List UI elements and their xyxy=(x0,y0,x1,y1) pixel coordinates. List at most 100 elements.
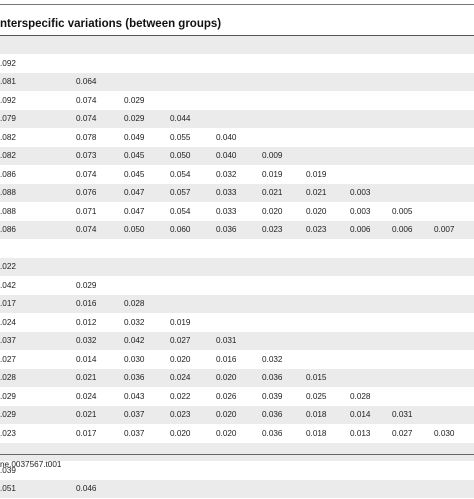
table-row: .017 0.016 0.028 xyxy=(0,294,474,314)
table-cell: .037 xyxy=(0,331,76,351)
table-cell xyxy=(434,146,474,166)
table-row: .086 0.074 0.045 0.054 0.032 0.019 0.019 xyxy=(0,165,474,184)
table-cell xyxy=(306,109,350,129)
table-cell xyxy=(306,239,350,258)
table-cell xyxy=(216,54,262,73)
table-cell: .088 xyxy=(0,183,76,203)
table-cell xyxy=(350,461,392,480)
table-cell: .086 xyxy=(0,165,76,184)
table-cell xyxy=(434,461,474,480)
table-cell xyxy=(434,276,474,295)
table-cell xyxy=(306,36,350,55)
table-cell: 0.043 xyxy=(124,387,170,406)
table-cell xyxy=(262,36,306,55)
table-cell: .022 xyxy=(0,257,76,277)
table-cell xyxy=(76,442,124,462)
table-cell xyxy=(216,442,262,462)
table-cell: 0.020 xyxy=(170,424,216,443)
table-cell: 0.023 xyxy=(170,405,216,425)
table-cell: 0.073 xyxy=(76,146,124,166)
table-cell: 0.022 xyxy=(170,387,216,406)
table-cell xyxy=(392,91,434,110)
table-cell: 0.003 xyxy=(350,183,392,203)
table-cell xyxy=(262,331,306,351)
table-cell: 0.030 xyxy=(124,350,170,369)
table-cell: 0.037 xyxy=(124,424,170,443)
table-cell xyxy=(392,128,434,147)
table-cell xyxy=(434,368,474,388)
table-cell xyxy=(434,183,474,203)
table-cell: 0.039 xyxy=(262,387,306,406)
table-cell: 0.026 xyxy=(216,387,262,406)
table-cell xyxy=(350,479,392,499)
table-row: .029 0.024 0.043 0.022 0.026 0.039 0.025 0.028 xyxy=(0,387,474,406)
table-cell xyxy=(350,276,392,295)
table-cell xyxy=(170,461,216,480)
table-cell: 0.074 xyxy=(76,91,124,110)
table-cell xyxy=(306,442,350,462)
table-cell: 0.013 xyxy=(350,424,392,443)
table-cell xyxy=(216,294,262,314)
table-cell xyxy=(350,91,392,110)
table-cell xyxy=(392,257,434,277)
table-cell xyxy=(170,91,216,110)
table-cell xyxy=(170,257,216,277)
table-cell xyxy=(434,350,474,369)
table-cell: 0.049 xyxy=(124,128,170,147)
table-cell: 0.033 xyxy=(216,202,262,221)
table-cell: 0.024 xyxy=(170,368,216,388)
table-cell: .079 xyxy=(0,109,76,129)
table-cell: 0.014 xyxy=(350,405,392,425)
table-row xyxy=(0,239,474,258)
table-bottom-rule xyxy=(0,454,474,455)
table-cell: .027 xyxy=(0,350,76,369)
table-cell: 0.074 xyxy=(76,109,124,129)
column-group-heading: nterspecific variations (between groups) xyxy=(0,18,222,30)
table-cell xyxy=(170,442,216,462)
table-row xyxy=(0,36,474,55)
table-cell xyxy=(124,54,170,73)
table-cell xyxy=(170,54,216,73)
table-cell xyxy=(124,239,170,258)
table-cell xyxy=(216,109,262,129)
table-cell xyxy=(306,294,350,314)
table-row: .042 0.029 xyxy=(0,276,474,295)
table-cell: 0.030 xyxy=(434,424,474,443)
table-cell xyxy=(216,461,262,480)
table-cell xyxy=(350,313,392,332)
header-rule xyxy=(0,35,474,36)
table-cell xyxy=(216,36,262,55)
table-cell xyxy=(0,36,76,55)
table-cell: 0.037 xyxy=(124,405,170,425)
table-cell xyxy=(392,54,434,73)
table-cell xyxy=(392,276,434,295)
table-cell: 0.036 xyxy=(262,424,306,443)
table-cell xyxy=(350,146,392,166)
table-cell: 0.046 xyxy=(76,479,124,499)
table-cell: 0.021 xyxy=(262,183,306,203)
table-cell: 0.015 xyxy=(306,368,350,388)
table-cell: 0.020 xyxy=(216,424,262,443)
table-row: .088 0.076 0.047 0.057 0.033 0.021 0.021 0.003 xyxy=(0,183,474,203)
table-cell: 0.078 xyxy=(76,128,124,147)
table-cell xyxy=(306,461,350,480)
table-cell: 0.044 xyxy=(170,109,216,129)
table-cell: 0.033 xyxy=(216,183,262,203)
table-cell xyxy=(0,239,76,258)
table-cell: .051 xyxy=(0,479,76,499)
table-cell: 0.042 xyxy=(124,331,170,351)
table-cell: 0.032 xyxy=(262,350,306,369)
table-cell: 0.029 xyxy=(124,91,170,110)
table-cell: 0.054 xyxy=(170,165,216,184)
table-cell: 0.031 xyxy=(392,405,434,425)
table-cell: 0.045 xyxy=(124,146,170,166)
table-cell xyxy=(434,202,474,221)
table-cell xyxy=(124,276,170,295)
table-cell: 0.040 xyxy=(216,128,262,147)
table-cell xyxy=(306,313,350,332)
table-cell: 0.050 xyxy=(170,146,216,166)
table-cell: 0.019 xyxy=(170,313,216,332)
table-cell xyxy=(434,109,474,129)
table-cell xyxy=(124,461,170,480)
table-cell xyxy=(434,128,474,147)
